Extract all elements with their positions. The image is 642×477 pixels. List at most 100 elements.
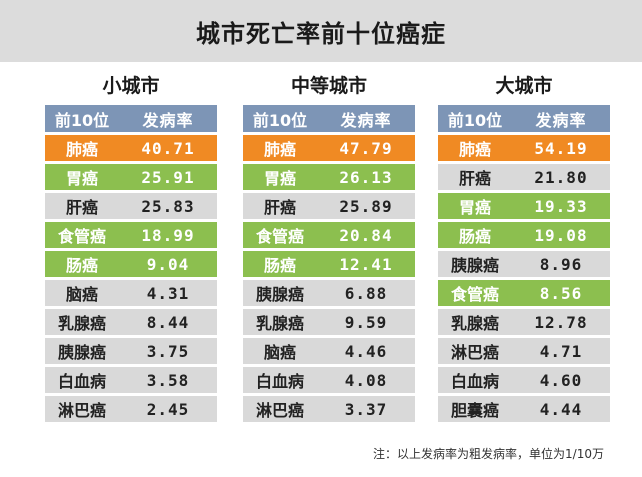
header-rank: 前10位 — [54, 110, 110, 130]
cancer-name: 白血病 — [57, 372, 106, 391]
table-row: 脑癌 4.46 — [243, 338, 415, 364]
table-row: 肝癌 25.89 — [243, 193, 415, 219]
incidence-rate: 26.13 — [339, 167, 393, 187]
header-rate: 发病率 — [142, 110, 194, 130]
header-rank: 前10位 — [252, 110, 308, 130]
incidence-rate: 19.33 — [534, 196, 588, 216]
city-panel: 中等城市前10位 发病率肺癌 47.79 胃癌 26.13 肝癌 25.89 食管癌 20.84… — [243, 70, 415, 425]
incidence-rate: 4.46 — [344, 341, 388, 361]
cancer-name: 胰腺癌 — [57, 343, 106, 362]
cancer-name: 胰腺癌 — [450, 256, 499, 275]
table-row: 胰腺癌 8.96 — [438, 251, 610, 277]
panel-title: 小城市 — [102, 75, 160, 97]
table-row: 胃癌 19.33 — [438, 193, 610, 219]
cancer-name: 胰腺癌 — [255, 285, 304, 304]
cancer-name: 脑癌 — [263, 343, 296, 362]
incidence-rate: 3.75 — [146, 341, 190, 361]
cancer-name: 脑癌 — [65, 285, 98, 304]
incidence-rate: 12.78 — [534, 312, 588, 332]
table-row: 白血病 3.58 — [45, 367, 217, 393]
cancer-name: 淋巴癌 — [450, 343, 499, 362]
cancer-name: 肠癌 — [65, 256, 98, 275]
incidence-rate: 25.83 — [141, 196, 195, 216]
cancer-name: 乳腺癌 — [450, 314, 499, 333]
table-row: 食管癌 8.56 — [438, 280, 610, 306]
incidence-rate: 4.44 — [539, 399, 583, 419]
table-row: 肠癌 19.08 — [438, 222, 610, 248]
cancer-name: 肝癌 — [65, 198, 98, 217]
incidence-rate: 4.31 — [146, 283, 190, 303]
incidence-rate: 47.79 — [339, 138, 393, 158]
table-row: 肺癌 54.19 — [438, 135, 610, 161]
incidence-rate: 8.56 — [539, 283, 583, 303]
cancer-name: 肺癌 — [263, 140, 296, 159]
table-row: 乳腺癌 12.78 — [438, 309, 610, 335]
cancer-name: 胆囊癌 — [450, 401, 499, 420]
table-row: 食管癌 18.99 — [45, 222, 217, 248]
cancer-name: 肠癌 — [458, 227, 491, 246]
incidence-rate: 54.19 — [534, 138, 588, 158]
table-row: 胰腺癌 3.75 — [45, 338, 217, 364]
incidence-rate: 21.80 — [534, 167, 588, 187]
table-row: 肺癌 47.79 — [243, 135, 415, 161]
incidence-rate: 12.41 — [339, 254, 393, 274]
cancer-name: 胃癌 — [458, 198, 491, 217]
cancer-name: 白血病 — [450, 372, 499, 391]
cancer-name: 白血病 — [255, 372, 304, 391]
table-row: 胃癌 25.91 — [45, 164, 217, 190]
table-header: 前10位 发病率 — [45, 105, 217, 132]
table-row: 乳腺癌 9.59 — [243, 309, 415, 335]
incidence-rate: 2.45 — [146, 399, 190, 419]
table-row: 肺癌 40.71 — [45, 135, 217, 161]
cancer-name: 食管癌 — [450, 285, 499, 304]
table-row: 肝癌 25.83 — [45, 193, 217, 219]
cancer-name: 肺癌 — [458, 140, 491, 159]
cancer-table: 前10位 发病率肺癌 54.19 肝癌 21.80 胃癌 19.33 肠癌 19.08 胰腺癌 8.… — [438, 105, 610, 422]
cancer-name: 淋巴癌 — [57, 401, 106, 420]
cancer-name: 肺癌 — [65, 140, 98, 159]
incidence-rate: 19.08 — [534, 225, 588, 245]
header-rank: 前10位 — [447, 110, 503, 130]
cancer-name: 乳腺癌 — [255, 314, 304, 333]
incidence-rate: 9.04 — [146, 254, 190, 274]
cancer-name: 胃癌 — [65, 169, 98, 188]
panel-title: 大城市 — [495, 75, 553, 97]
incidence-rate: 3.37 — [344, 399, 388, 419]
table-row: 食管癌 20.84 — [243, 222, 415, 248]
table-header: 前10位 发病率 — [243, 105, 415, 132]
incidence-rate: 4.71 — [539, 341, 583, 361]
table-row: 胃癌 26.13 — [243, 164, 415, 190]
incidence-rate: 25.91 — [141, 167, 195, 187]
incidence-rate: 8.96 — [539, 254, 583, 274]
incidence-rate: 6.88 — [344, 283, 388, 303]
incidence-rate: 3.58 — [146, 370, 190, 390]
cancer-name: 肝癌 — [458, 169, 491, 188]
cancer-name: 胃癌 — [263, 169, 296, 188]
cancer-name: 肝癌 — [263, 198, 296, 217]
incidence-rate: 9.59 — [344, 312, 388, 332]
cancer-table: 前10位 发病率肺癌 47.79 胃癌 26.13 肝癌 25.89 食管癌 20.84 肠癌 12… — [243, 105, 415, 422]
cancer-name: 肠癌 — [263, 256, 296, 275]
incidence-rate: 4.60 — [539, 370, 583, 390]
table-row: 淋巴癌 4.71 — [438, 338, 610, 364]
table-row: 白血病 4.08 — [243, 367, 415, 393]
incidence-rate: 4.08 — [344, 370, 388, 390]
table-row: 肠癌 12.41 — [243, 251, 415, 277]
city-panel: 大城市前10位 发病率肺癌 54.19 肝癌 21.80 胃癌 19.33 肠癌 19.08 胰腺… — [438, 70, 610, 425]
table-row: 脑癌 4.31 — [45, 280, 217, 306]
incidence-rate: 20.84 — [339, 225, 393, 245]
cancer-name: 食管癌 — [57, 227, 106, 246]
panel-title: 中等城市 — [290, 75, 367, 97]
incidence-rate: 18.99 — [141, 225, 195, 245]
table-row: 肠癌 9.04 — [45, 251, 217, 277]
incidence-rate: 25.89 — [339, 196, 393, 216]
table-row: 白血病 4.60 — [438, 367, 610, 393]
cancer-name: 淋巴癌 — [255, 401, 304, 420]
table-header: 前10位 发病率 — [438, 105, 610, 132]
incidence-rate: 40.71 — [141, 138, 195, 158]
city-panel: 小城市前10位 发病率肺癌 40.71 胃癌 25.91 肝癌 25.83 食管癌 18.99 肠… — [45, 70, 217, 425]
cancer-name: 乳腺癌 — [57, 314, 106, 333]
page-title: 城市死亡率前十位癌症 — [0, 0, 642, 62]
footnote: 注：以上发病率为粗发病率，单位为1/10万 — [373, 447, 604, 461]
cancer-name: 食管癌 — [255, 227, 304, 246]
